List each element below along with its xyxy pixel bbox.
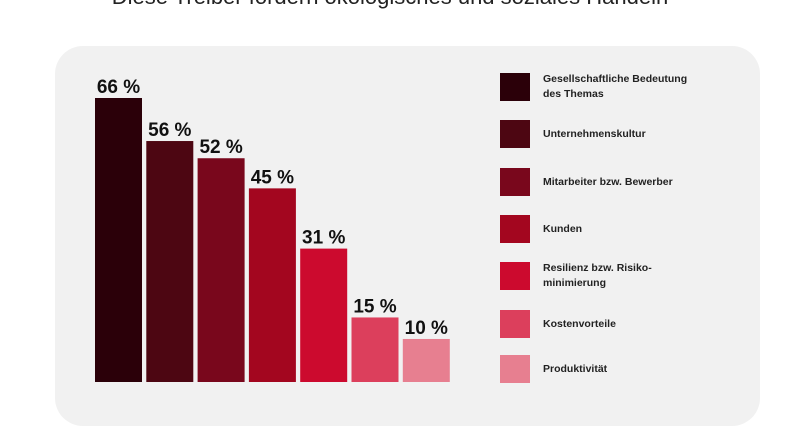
value-label: 15 % (353, 296, 396, 317)
chart: Diese Treiber fördern ökologisches und s… (95, 0, 668, 382)
legend-label: Kunden (543, 222, 583, 235)
legend-label: Mitarbeiter bzw. Bewerber (543, 175, 673, 188)
legend-label: Unternehmenskultur (543, 127, 646, 140)
bar (248, 188, 296, 382)
legend-swatch (500, 120, 530, 148)
legend-swatch (500, 215, 530, 243)
value-label: 45 % (251, 167, 294, 188)
legend-swatch (500, 168, 530, 196)
value-label: 56 % (148, 120, 191, 141)
legend-label: Gesellschaftliche Bedeutung des Themas (543, 73, 688, 100)
legend-swatch (500, 310, 530, 338)
page: Diese Treiber fördern ökologisches und s… (55, 0, 760, 426)
legend-label: Produktivität (543, 362, 608, 375)
legend-swatch (500, 262, 530, 290)
legend-label: Resilienz bzw. Risiko- minimierung (543, 262, 652, 289)
bar (351, 317, 399, 382)
legend-swatch (500, 355, 530, 383)
value-label: 31 % (302, 228, 345, 249)
chart-title: Diese Treiber fördern ökologisches und s… (112, 0, 668, 9)
bar (402, 338, 450, 382)
legend-label: Kostenvorteile (543, 317, 616, 330)
value-label: 10 % (405, 318, 448, 339)
value-label: 66 % (97, 77, 140, 98)
bar (95, 98, 142, 382)
legend-swatch (500, 73, 530, 101)
bar (197, 158, 245, 382)
bar (146, 141, 194, 382)
bar (300, 248, 348, 382)
value-label: 52 % (199, 137, 242, 158)
